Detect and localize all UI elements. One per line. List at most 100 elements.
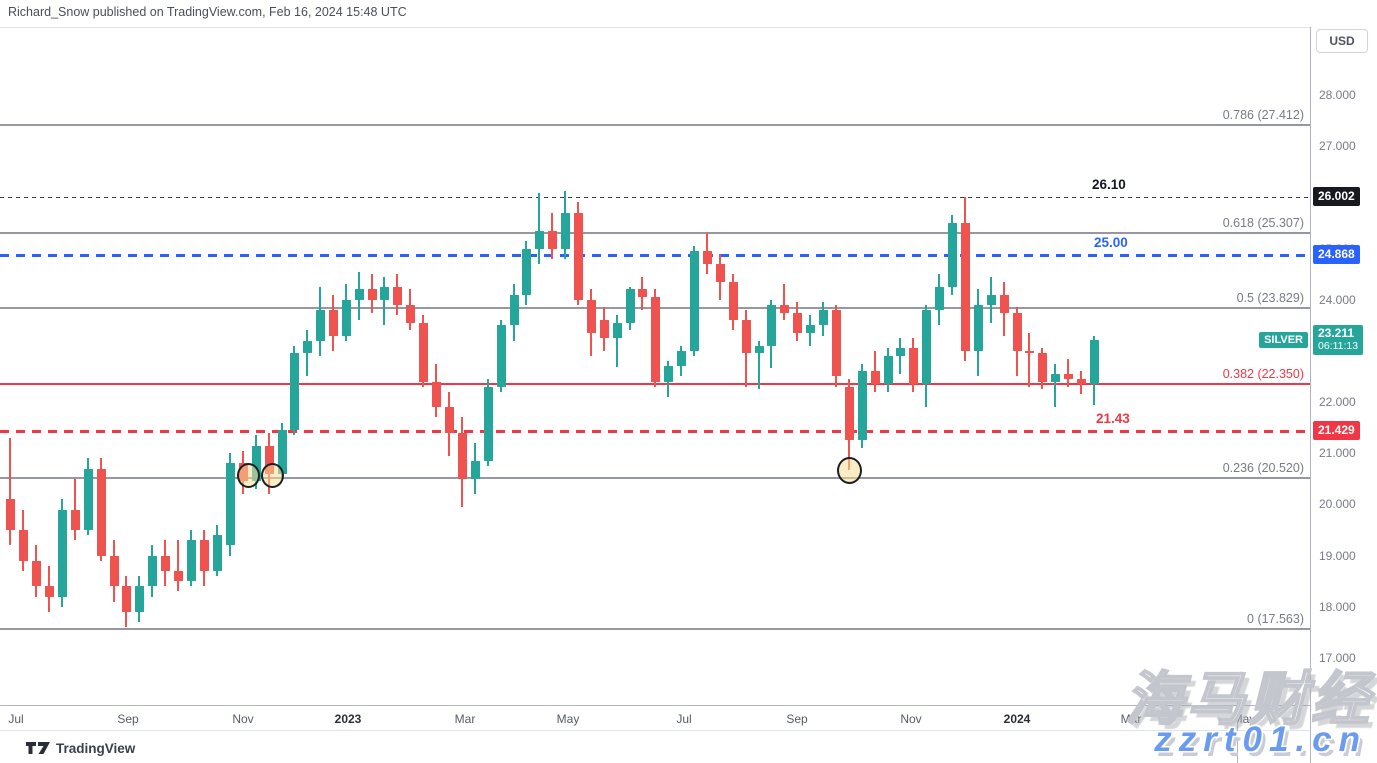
fib-level-line (0, 628, 1310, 631)
candle-body (109, 555, 119, 587)
candle-body (96, 468, 106, 556)
tradingview-logo-text: TradingView (56, 740, 136, 756)
price-badge: 21.429 (1313, 421, 1360, 441)
candle-body (1024, 350, 1034, 354)
candle-body (1037, 353, 1047, 382)
candle-body (1076, 379, 1086, 385)
candle-body (186, 540, 196, 582)
candle-body (637, 289, 647, 298)
fib-level-label: 0.5 (23.829) (1236, 291, 1304, 306)
currency-toggle-button[interactable]: USD (1316, 29, 1368, 53)
candle-body (367, 289, 377, 300)
candle-body (870, 371, 880, 385)
circle-annotation[interactable] (237, 463, 260, 489)
price-tick: 19.000 (1319, 548, 1356, 563)
candle-body (121, 586, 131, 612)
tradingview-logo-icon (26, 742, 50, 754)
time-tick: May (1232, 712, 1256, 726)
fib-level-label: 0.618 (25.307) (1222, 215, 1304, 230)
time-tick: Sep (786, 712, 808, 726)
watermark-chinese: 海马财经 (1124, 666, 1373, 733)
candle-body (134, 586, 144, 612)
candle-body (702, 251, 712, 264)
circle-annotation[interactable] (261, 463, 284, 489)
candle-wick (1054, 363, 1056, 408)
candle-body (908, 348, 918, 385)
time-axis[interactable]: Jul Sep Nov 2023 Mar May Jul Sep Nov 2024 Mar May (0, 705, 1310, 731)
candle-wick (306, 330, 308, 377)
candle-body (496, 325, 506, 387)
fib-level-label: 0.382 (22.350) (1222, 367, 1304, 382)
dashed-level-label: 26.10 (1092, 177, 1126, 193)
symbol-badge: SILVER (1259, 332, 1308, 349)
candle-body (1089, 340, 1099, 385)
candle-body (818, 309, 828, 326)
price-badge: 26.002 (1313, 187, 1360, 207)
candle-body (792, 312, 802, 333)
fib-level-line (0, 476, 1310, 479)
candle-body (895, 348, 905, 356)
candle-body (754, 345, 764, 354)
candle-body (663, 366, 673, 382)
time-tick: Nov (232, 712, 254, 726)
candle-body (986, 294, 996, 305)
candle-body (586, 299, 596, 333)
candle-body (212, 535, 222, 571)
candle-body (689, 251, 699, 351)
candle-body (521, 248, 531, 295)
chart-plot-area[interactable]: SILVER 0.786 (27.412) 0.618 (25.307) 0.5 (… (0, 27, 1310, 705)
candle-body (392, 286, 402, 305)
candle-wick (1067, 358, 1069, 387)
axis-divider-line (1237, 699, 1238, 763)
circle-annotation[interactable] (837, 457, 862, 485)
candle-body (83, 468, 93, 531)
candle-body (973, 304, 983, 351)
candle-body (625, 289, 635, 323)
candle-body (857, 371, 867, 441)
candle-body (960, 222, 970, 351)
candle-wick (177, 540, 179, 592)
candle-body (573, 212, 583, 300)
candle-body (277, 430, 287, 474)
time-tick: Sep (117, 712, 139, 726)
candle-body (57, 509, 67, 597)
candle-body (844, 386, 854, 441)
time-tick: Mar (454, 712, 476, 726)
candle-body (31, 560, 41, 587)
dashed-level-label: 21.43 (1096, 411, 1130, 427)
candle-body (676, 350, 686, 367)
candle-body (779, 304, 789, 313)
candle-body (405, 304, 415, 323)
candle-wick (9, 437, 11, 546)
candle-body (534, 230, 544, 249)
candle-body (173, 570, 183, 582)
candle-body (418, 322, 428, 382)
dashed-level-line[interactable] (0, 430, 1310, 433)
candle-body (302, 340, 312, 354)
candle-body (354, 289, 364, 300)
candle-wick (899, 338, 901, 374)
time-tick: Nov (900, 712, 922, 726)
fib-level-label: 0 (17.563) (1247, 612, 1304, 627)
time-tick: 2024 (1003, 712, 1031, 726)
candle-body (470, 460, 480, 479)
tradingview-logo[interactable]: TradingView (26, 739, 135, 757)
candle-body (431, 381, 441, 408)
fib-level-label: 0.786 (27.412) (1222, 108, 1304, 123)
candle-wick (758, 340, 760, 390)
candle-wick (783, 284, 785, 321)
time-tick: Jul (8, 712, 24, 726)
candle-body (457, 432, 467, 479)
candle-body (1012, 312, 1022, 351)
dashed-level-line[interactable] (0, 254, 1310, 257)
price-axis[interactable]: USD 28.00027.00025.00024.00022.00021.000… (1310, 27, 1377, 763)
price-tick: 27.000 (1319, 139, 1356, 154)
candle-body (715, 263, 725, 282)
dashed-level-line[interactable] (0, 196, 1310, 198)
candle-body (805, 325, 815, 333)
price-tick: 24.000 (1319, 292, 1356, 307)
candle-wick (383, 276, 385, 326)
candle-body (547, 230, 557, 249)
candle-body (5, 499, 15, 531)
